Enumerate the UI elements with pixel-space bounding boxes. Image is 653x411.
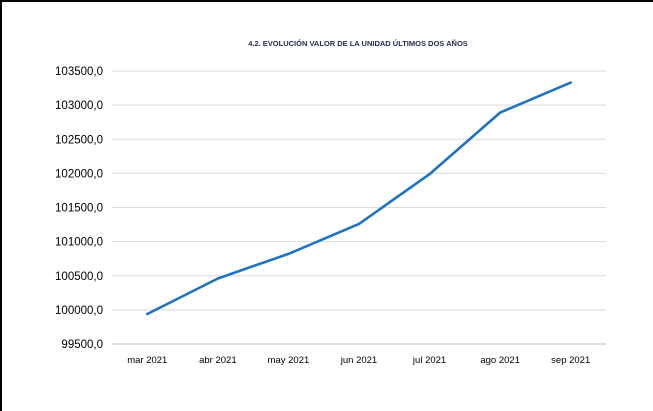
y-tick-label: 101000,0 [55,237,103,249]
series-line [146,81,573,316]
x-tick-label: jun 2021 [340,355,377,366]
y-tick-label: 100500,0 [55,271,103,283]
x-tick-label: may 2021 [268,355,310,366]
y-axis-ticks: 99500,0 100000,0 100500,0 101000,0 101500,0 1… [55,66,103,351]
y-tick-label: 101500,0 [55,203,103,215]
chart-title: 4.2. EVOLUCIÓN VALOR DE LA UNIDAD ÚLTIMO… [248,39,468,48]
y-tick-label: 100000,0 [55,305,103,317]
data-point [498,111,502,114]
data-point [287,252,290,256]
x-tick-label: jul 2021 [412,355,446,366]
data-point [357,222,361,226]
x-tick-label: mar 2021 [127,355,167,366]
y-tick-label: 102000,0 [55,168,103,180]
y-tick-label: 102500,0 [55,134,103,146]
x-tick-label: sep 2021 [551,355,590,366]
y-tick-label: 103000,0 [55,100,103,112]
series-group [146,81,573,316]
data-point [569,81,572,84]
x-axis-ticks: mar 2021 abr 2021 may 2021 jun 2021 jul 2021… [127,355,590,366]
data-point [216,277,220,280]
gridlines [112,70,606,345]
x-tick-label: abr 2021 [199,355,237,366]
y-tick-label: 99500,0 [61,339,103,351]
data-point [428,172,431,176]
x-tick-label: ago 2021 [480,355,520,366]
y-tick-label: 103500,0 [55,66,103,78]
data-point [146,312,149,316]
